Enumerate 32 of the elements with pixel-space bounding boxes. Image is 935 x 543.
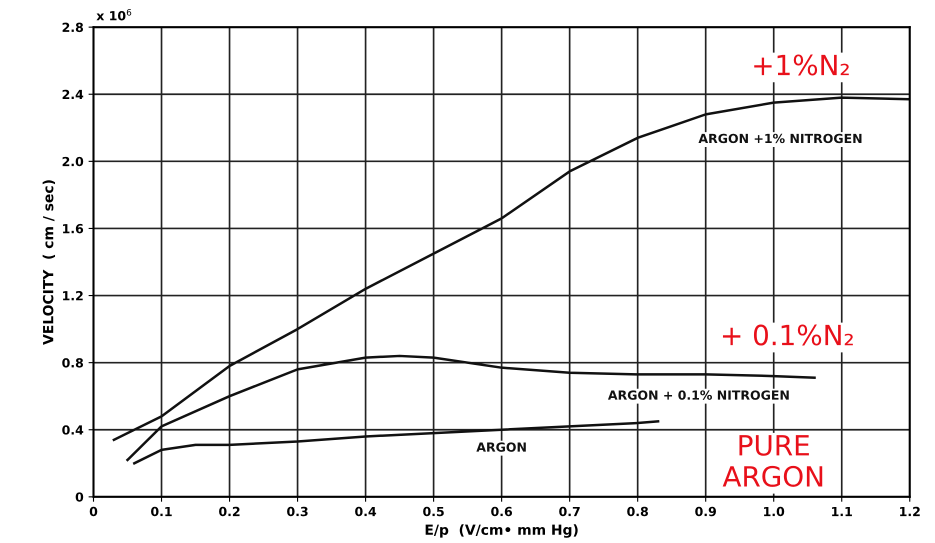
y-tick-label: 1.2 <box>63 291 83 300</box>
line-series <box>133 420 660 465</box>
y-tick-label: 0 <box>76 492 84 502</box>
x-tick-label: 0 <box>90 506 98 516</box>
x-tick-label: 0.3 <box>287 506 308 516</box>
y-tick-label: 2.0 <box>62 156 84 166</box>
x-tick-label: 0.2 <box>219 506 240 516</box>
series-label: ARGON + 0.1% NITROGEN <box>608 390 789 400</box>
x-tick-label: 0.1 <box>151 506 172 516</box>
x-tick-label: 0.6 <box>491 506 512 516</box>
x-axis-title: E/p (V/cm• mm Hg) <box>426 524 578 538</box>
x-tick-label: 1.2 <box>900 506 920 516</box>
x-tick-label: 0.9 <box>695 506 716 516</box>
y-tick-label: 0.4 <box>62 425 84 435</box>
y-tick-label: 2.8 <box>62 22 84 32</box>
y-tick-label: 1.6 <box>63 224 84 234</box>
y-tick-label: 2.4 <box>62 90 84 99</box>
x-tick-label: 1.1 <box>832 506 852 516</box>
y-axis-title: VELOCITY ( cm / sec) <box>42 180 56 345</box>
series-label: ARGON +1% NITROGEN <box>698 134 862 144</box>
text: x 10$^{6}$ <box>96 9 132 20</box>
annotation: PURE ARGON <box>722 435 822 487</box>
x-tick-label: 1.0 <box>764 506 784 516</box>
x-tick-label: 0.8 <box>627 506 648 516</box>
series-label: ARGON <box>476 442 526 452</box>
y-tick-label: 0.8 <box>62 358 84 368</box>
line-series <box>126 354 816 462</box>
x-tick-label: 0.7 <box>559 506 580 516</box>
annotation: + 0.1%N₂ <box>722 324 853 346</box>
x-tick-label: 0.5 <box>423 506 444 516</box>
annotation: +1%N₂ <box>754 54 849 76</box>
x-tick-label: 0.4 <box>355 506 376 516</box>
